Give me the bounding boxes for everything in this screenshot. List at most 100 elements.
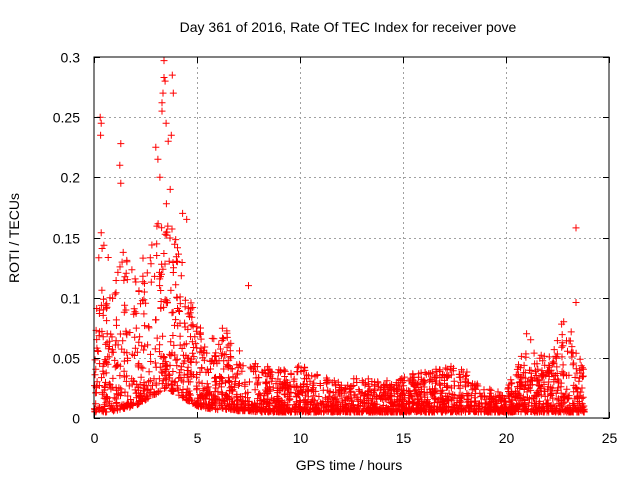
- data-point: [139, 364, 147, 372]
- data-point: [211, 388, 219, 396]
- data-point: [350, 402, 357, 409]
- data-point: [400, 382, 408, 390]
- data-point: [459, 407, 467, 415]
- data-point: [359, 379, 367, 387]
- data-point: [219, 334, 226, 342]
- data-point: [530, 407, 537, 415]
- data-point: [463, 378, 471, 386]
- data-point: [138, 297, 146, 305]
- data-point: [117, 179, 125, 187]
- data-point: [170, 341, 178, 349]
- data-point: [93, 344, 101, 352]
- data-point: [162, 376, 170, 384]
- data-point: [161, 365, 169, 373]
- x-tick-label: 0: [91, 430, 99, 446]
- data-point: [543, 400, 551, 408]
- data-point: [218, 324, 226, 332]
- data-point: [402, 405, 410, 413]
- data-point: [511, 407, 519, 415]
- data-point: [457, 393, 465, 401]
- data-point: [120, 357, 128, 365]
- data-point: [133, 348, 141, 356]
- data-point: [161, 296, 169, 304]
- data-point: [487, 394, 495, 402]
- data-point: [485, 401, 493, 409]
- data-point: [134, 383, 142, 391]
- data-point: [183, 367, 191, 374]
- data-point: [532, 372, 540, 379]
- data-point: [526, 366, 533, 374]
- data-point: [477, 399, 485, 407]
- data-point: [553, 396, 561, 404]
- data-point: [286, 389, 294, 397]
- data-point: [218, 404, 226, 412]
- data-point: [158, 368, 166, 376]
- data-point: [189, 304, 197, 311]
- data-point: [578, 384, 586, 392]
- data-point: [559, 361, 567, 369]
- data-point: [522, 350, 530, 358]
- data-point: [450, 400, 458, 408]
- data-point: [456, 399, 464, 407]
- data-point: [286, 406, 294, 414]
- data-point: [559, 393, 567, 400]
- data-point: [112, 316, 120, 324]
- data-point: [413, 401, 421, 409]
- data-point: [449, 391, 457, 398]
- data-point: [325, 394, 333, 402]
- data-point: [421, 368, 429, 376]
- data-point: [154, 155, 162, 163]
- data-point: [189, 349, 197, 357]
- data-point: [451, 382, 458, 390]
- data-point: [159, 89, 167, 97]
- data-point: [350, 382, 358, 389]
- data-point: [179, 209, 187, 217]
- data-point: [344, 395, 352, 403]
- data-point: [173, 258, 181, 266]
- data-point: [256, 406, 264, 414]
- data-point: [172, 281, 180, 289]
- data-point: [97, 119, 105, 127]
- data-point: [98, 327, 106, 335]
- data-point: [112, 337, 120, 345]
- data-point: [388, 386, 395, 394]
- data-point: [329, 389, 337, 396]
- data-point: [263, 378, 271, 386]
- data-point: [95, 310, 103, 317]
- data-point: [212, 377, 220, 385]
- data-point: [158, 99, 166, 107]
- data-point: [572, 224, 580, 232]
- data-point: [128, 350, 136, 358]
- data-point: [556, 401, 564, 409]
- data-point: [111, 290, 119, 298]
- axis-ticks: [94, 57, 610, 419]
- data-point: [326, 388, 334, 395]
- data-point: [161, 384, 169, 392]
- data-point: [430, 389, 438, 396]
- plot-frame: [93, 56, 610, 419]
- data-point: [371, 391, 379, 399]
- data-point: [121, 273, 129, 281]
- data-point: [110, 394, 118, 402]
- data-point: [156, 268, 163, 276]
- data-point: [103, 408, 111, 416]
- data-point: [171, 240, 179, 248]
- data-point: [161, 230, 169, 238]
- data-point: [515, 371, 523, 379]
- data-point: [168, 71, 176, 79]
- data-point: [361, 396, 369, 404]
- data-point: [91, 356, 99, 364]
- data-point: [159, 332, 167, 340]
- data-point: [487, 405, 495, 413]
- data-point: [119, 248, 127, 256]
- data-point: [94, 348, 102, 355]
- data-point: [119, 337, 127, 345]
- data-point: [574, 406, 582, 414]
- data-point: [140, 381, 148, 389]
- data-point: [111, 356, 119, 364]
- data-point: [498, 392, 506, 399]
- data-point: [100, 295, 107, 303]
- data-point: [117, 140, 125, 148]
- data-point: [308, 397, 316, 405]
- data-point: [141, 396, 149, 404]
